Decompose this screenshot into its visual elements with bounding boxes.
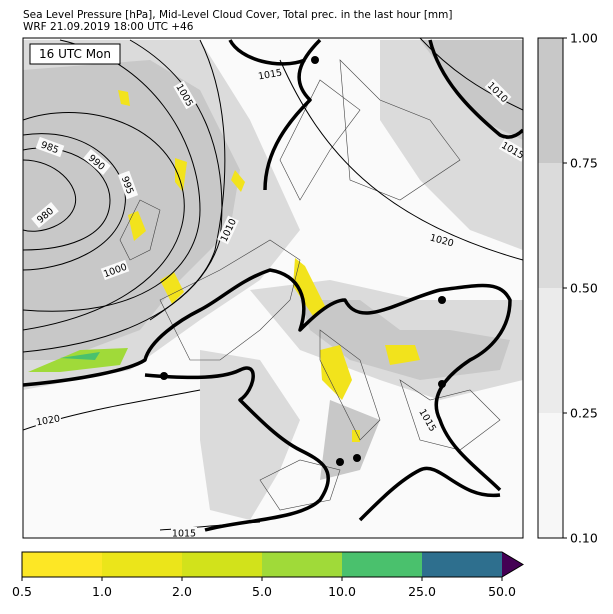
isobar-label-bg	[217, 215, 239, 245]
cloud-tick-label: 0.25	[570, 406, 598, 421]
subtitle: WRF 21.09.2019 18:00 UTC +46	[23, 21, 194, 33]
isobar-label-bg	[427, 230, 457, 250]
isobar-label-bg	[117, 170, 139, 200]
cloud-tick-label: 0.10	[570, 531, 598, 546]
precip-bin	[102, 552, 182, 577]
precip-bin	[342, 552, 422, 577]
title: Sea Level Pressure [hPa], Mid-Level Clou…	[23, 9, 453, 21]
isobar-label-bg	[83, 149, 111, 175]
isobar-label-bg	[416, 405, 440, 435]
isobar-label: 1020	[35, 413, 61, 428]
isobar-label-bg	[100, 259, 130, 281]
map: 1015100598599099598010101000102010201010…	[23, 38, 523, 540]
precip-bin	[182, 552, 262, 577]
cloud-bin	[538, 413, 563, 538]
isobar-label-bg	[498, 138, 523, 162]
precip-tick-label: 0.5	[12, 584, 32, 599]
isobar-label-bg	[34, 411, 62, 429]
precip-tick-label: 10.0	[328, 584, 356, 599]
cloud-bin	[538, 288, 563, 413]
isobar-label: 1015	[172, 529, 196, 540]
cloud-bin	[538, 38, 563, 163]
isobar-label-bg	[171, 527, 197, 538]
precip-tick-label: 50.0	[488, 584, 516, 599]
cloud-tick-label: 0.75	[570, 156, 598, 171]
isobar-label-bg	[35, 136, 65, 158]
precip-colorbar-frame	[21, 551, 524, 578]
precip-tick-label: 5.0	[252, 584, 272, 599]
time-label: 16 UTC Mon	[39, 47, 111, 61]
isobar-label: 1015	[257, 67, 283, 82]
isobar-label-bg	[173, 80, 197, 110]
precip-bin	[422, 552, 502, 577]
precip-tick-label: 2.0	[172, 584, 192, 599]
cloud-bin	[538, 163, 563, 288]
precip-bin	[262, 552, 342, 577]
isobar-label-bg	[31, 202, 59, 228]
cloud-tick-label: 1.00	[570, 31, 598, 46]
precip-extend	[502, 552, 523, 577]
isobar-label-bg	[484, 78, 512, 106]
cloud-tick-label: 0.50	[570, 281, 598, 296]
isobar-label-bg	[256, 65, 284, 83]
precip-bin	[22, 552, 102, 577]
time-box	[29, 43, 121, 65]
precip-tick-label: 1.0	[92, 584, 112, 599]
precip-tick-label: 25.0	[408, 584, 436, 599]
